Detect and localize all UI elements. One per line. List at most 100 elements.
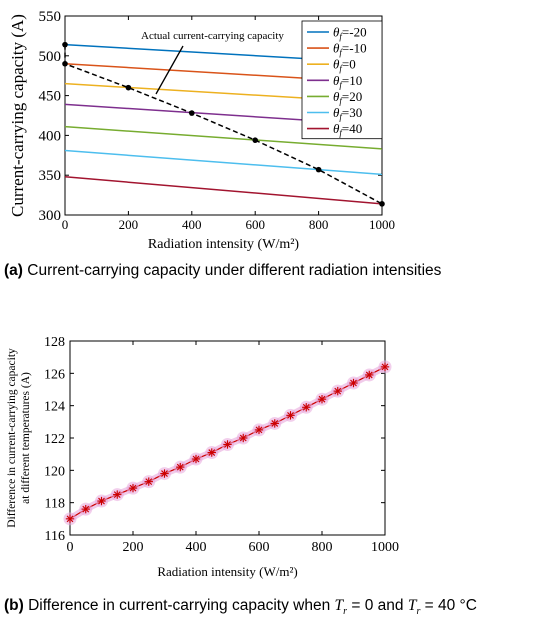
series-marker [126, 481, 140, 495]
y-axis-label-line-1: Difference in current-carrying capacity [6, 348, 18, 528]
marker-stroke [82, 505, 90, 513]
y-tick-label: 120 [44, 464, 65, 479]
x-tick-label: 800 [312, 540, 333, 555]
caption-a-label: (a) [4, 262, 23, 279]
x-tick-label: 0 [67, 540, 74, 555]
marker-stroke [350, 379, 357, 387]
series-marker [284, 408, 297, 422]
x-tick-label: 0 [62, 217, 69, 232]
series-marker [236, 431, 250, 445]
marker-stroke [98, 497, 105, 505]
series-marker [299, 400, 313, 414]
caption-b-t2: T [407, 597, 417, 614]
marker-stroke [334, 387, 342, 395]
y-axis-label-line-2: at different temperatures (A) [20, 372, 32, 504]
series-marker [315, 392, 329, 406]
marker-stroke [255, 426, 263, 434]
series-line-5 [64, 125, 383, 150]
marker-stroke [192, 455, 200, 463]
y-tick-label: 118 [45, 497, 65, 512]
marker-stroke [161, 470, 168, 477]
actual-capacity-point [315, 166, 322, 173]
x-tick-label: 1000 [369, 217, 395, 232]
legend-label-7: θf=40 [333, 121, 362, 138]
caption-b-text: Difference in current-carrying capacity … [23, 597, 335, 614]
series-marker [331, 384, 345, 398]
marker-stroke [302, 403, 310, 411]
x-tick-label: 1000 [371, 540, 399, 555]
y-tick-label: 124 [44, 400, 65, 415]
series-marker [173, 460, 187, 474]
legend-label-5: θf=20 [333, 89, 362, 106]
series-marker [189, 452, 203, 466]
y-tick-label: 500 [39, 49, 62, 65]
legend-label-6: θf=30 [333, 105, 362, 122]
y-tick-label: 400 [39, 128, 62, 144]
series-marker [79, 502, 93, 516]
series-marker [142, 475, 156, 489]
marker-stroke [381, 363, 389, 371]
marker-stroke [208, 449, 216, 456]
y-axis-label: Current-carrying capacity (A) [8, 14, 27, 217]
series-marker [268, 416, 282, 430]
chart-a: 0 200 400 600 800 1000 300 350 400 450 500 550 Radia… [8, 9, 395, 252]
x-axis-label: Radiation intensity (W/m²) [148, 237, 300, 252]
actual-capacity-point [125, 84, 132, 91]
series-line-7 [64, 176, 383, 205]
actual-capacity-point [189, 110, 195, 116]
series-marker [252, 423, 266, 437]
y-tick-label: 116 [45, 529, 65, 544]
caption-b: (b) Difference in current-carrying capac… [4, 597, 477, 617]
marker-stroke [318, 395, 326, 403]
x-tick-label: 200 [119, 217, 139, 232]
legend-label-3: θf=0 [333, 57, 356, 74]
x-tick-label: 400 [182, 217, 202, 232]
caption-b-sub1: r [343, 606, 348, 618]
y-tick-label: 122 [44, 432, 65, 447]
caption-b-t1: T [334, 597, 344, 614]
caption-a: (a) Current-carrying capacity under diff… [4, 262, 441, 280]
caption-b-eq1: = 0 and [347, 597, 408, 614]
series-marker [110, 488, 124, 502]
x-tick-label: 600 [245, 217, 265, 232]
x-tick-label: 200 [123, 540, 144, 555]
caption-b-sub2: r [416, 606, 421, 618]
x-tick-label: 600 [249, 540, 270, 555]
caption-b-label: (b) [4, 597, 24, 614]
actual-capacity-point [379, 201, 385, 207]
series-line-6 [64, 149, 383, 176]
annotation-text: Actual current-carrying capacity [141, 30, 284, 42]
marker-stroke [176, 463, 184, 471]
series-marker [378, 360, 392, 374]
marker-stroke [365, 371, 373, 379]
actual-capacity-point [62, 41, 68, 48]
x-tick-label: 400 [186, 540, 207, 555]
y-tick-label: 126 [44, 367, 65, 382]
marker-stroke [271, 420, 279, 427]
legend-label-4: θf=10 [333, 73, 362, 90]
marker-stroke [239, 434, 247, 442]
marker-stroke [113, 491, 121, 498]
series-marker [221, 437, 234, 451]
marker-stroke [287, 411, 294, 419]
caption-b-eq2: = 40 °C [420, 597, 477, 614]
y-tick-label: 550 [39, 9, 62, 25]
y-tick-label: 128 [44, 335, 65, 350]
marker-stroke [145, 478, 153, 486]
series-marker [347, 376, 360, 390]
series-marker [158, 467, 171, 481]
y-tick-label: 450 [39, 89, 62, 105]
series-marker [362, 368, 376, 382]
x-axis-label: Radiation intensity (W/m²) [157, 564, 297, 579]
marker-stroke [66, 515, 74, 523]
actual-capacity-point [62, 60, 68, 67]
marker-stroke [224, 441, 231, 448]
caption-a-text: Current-carrying capacity under differen… [22, 262, 442, 279]
series-marker [95, 494, 108, 508]
chart-b: 0 200 400 600 800 1000 116 118 120 122 124 126 128 Ra… [6, 335, 399, 579]
marker-stroke [129, 484, 137, 492]
x-tick-label: 800 [309, 217, 329, 232]
y-tick-label: 300 [39, 208, 62, 224]
